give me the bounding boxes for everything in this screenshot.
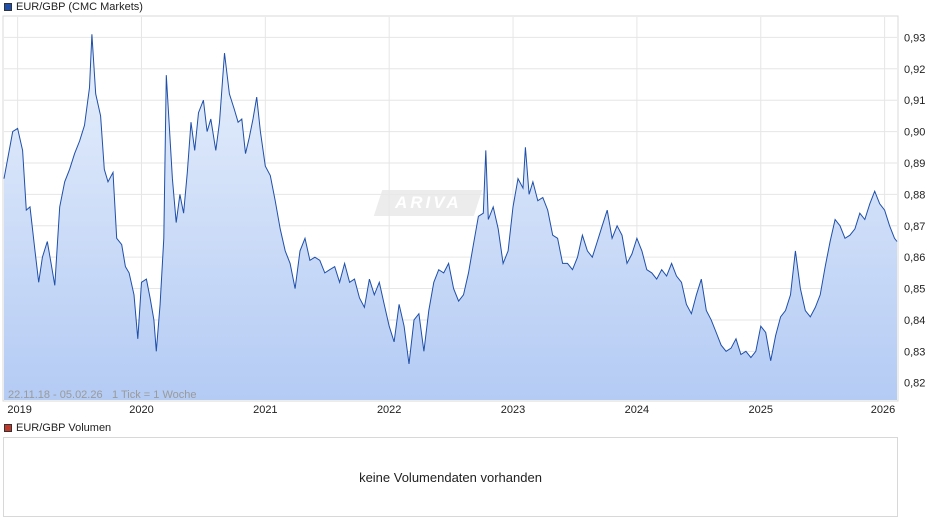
y-tick-label: 0,92	[904, 64, 925, 76]
volume-legend-swatch	[4, 424, 12, 432]
x-tick-label: 2024	[625, 404, 649, 416]
x-tick-label: 2019	[7, 404, 31, 416]
price-line	[3, 34, 898, 364]
y-tick-label: 0,89	[904, 158, 925, 170]
y-tick-label: 0,90	[904, 127, 925, 139]
y-tick-label: 0,83	[904, 346, 925, 358]
y-tick-label: 0,86	[904, 252, 925, 264]
y-tick-label: 0,88	[904, 189, 925, 201]
y-tick-label: 0,85	[904, 284, 925, 296]
x-tick-label: 2022	[377, 404, 401, 416]
watermark-text: ARIVA	[394, 193, 462, 212]
y-tick-label: 0,82	[904, 378, 925, 390]
volume-legend-label: EUR/GBP Volumen	[16, 422, 112, 434]
price-legend-label: EUR/GBP (CMC Markets)	[16, 1, 143, 13]
y-axis: 0,82 0,83 0,84 0,85 0,86 0,87 0,88 0,89 0,90 0,91…	[904, 32, 925, 389]
y-tick-label: 0,93	[904, 32, 925, 44]
x-axis: 2019 2020 2021 2022 2023 2024 2025 2026	[7, 404, 895, 416]
x-tick-label: 2026	[871, 404, 895, 416]
price-chart: 0,82 0,83 0,84 0,85 0,86 0,87 0,88 0,89 0,90 0,91…	[2, 15, 925, 416]
y-tick-label: 0,87	[904, 221, 925, 233]
y-tick-label: 0,91	[904, 95, 925, 107]
volume-message: keine Volumendaten vorhanden	[359, 469, 542, 485]
date-range-label: 22.11.18 - 05.02.26	[8, 389, 103, 401]
price-legend: EUR/GBP (CMC Markets)	[4, 1, 143, 13]
ariva-watermark: ARIVA	[373, 190, 483, 216]
y-tick-label: 0,84	[904, 315, 925, 327]
volume-panel: keine Volumendaten vorhanden	[3, 437, 898, 517]
tick-interval-label: 1 Tick = 1 Woche	[112, 389, 196, 401]
volume-legend: EUR/GBP Volumen	[4, 422, 111, 434]
price-legend-swatch	[4, 3, 12, 11]
x-tick-label: 2025	[749, 404, 773, 416]
x-tick-label: 2021	[253, 404, 277, 416]
x-tick-label: 2023	[501, 404, 525, 416]
price-area	[4, 34, 897, 401]
x-tick-label: 2020	[129, 404, 153, 416]
